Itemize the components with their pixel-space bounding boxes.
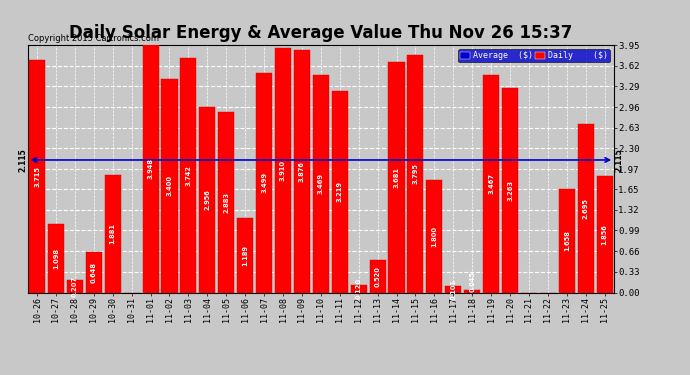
Bar — [407, 55, 424, 292]
Text: 3.263: 3.263 — [507, 180, 513, 201]
Text: 0.045: 0.045 — [469, 271, 475, 292]
Text: 3.467: 3.467 — [488, 173, 494, 194]
Text: 0.120: 0.120 — [355, 278, 362, 299]
Bar — [161, 80, 177, 292]
Bar — [180, 58, 197, 292]
Bar — [275, 48, 291, 292]
Text: 3.876: 3.876 — [299, 160, 305, 182]
Text: 0.101: 0.101 — [451, 279, 456, 300]
Text: 3.681: 3.681 — [393, 166, 400, 188]
Bar — [199, 107, 215, 292]
Text: 3.469: 3.469 — [318, 173, 324, 194]
Text: 3.499: 3.499 — [261, 172, 267, 194]
Bar — [105, 175, 121, 292]
Text: 2.115: 2.115 — [19, 148, 28, 172]
Text: 3.400: 3.400 — [166, 176, 172, 196]
Bar — [29, 60, 45, 292]
Bar — [218, 112, 235, 292]
Text: 2.883: 2.883 — [224, 192, 229, 213]
Text: 3.795: 3.795 — [413, 163, 418, 184]
Bar — [370, 260, 386, 292]
Legend: Average  ($), Daily    ($): Average ($), Daily ($) — [458, 49, 610, 62]
Text: 0.207: 0.207 — [72, 276, 78, 297]
Text: 3.948: 3.948 — [148, 158, 154, 179]
Text: 1.856: 1.856 — [602, 224, 608, 245]
Bar — [67, 279, 83, 292]
Text: 3.742: 3.742 — [186, 165, 191, 186]
Text: 0.520: 0.520 — [375, 266, 381, 286]
Bar — [256, 73, 272, 292]
Bar — [237, 218, 253, 292]
Bar — [578, 124, 594, 292]
Bar — [294, 50, 310, 292]
Bar — [426, 180, 442, 292]
Text: 1.800: 1.800 — [431, 226, 437, 247]
Text: 3.219: 3.219 — [337, 181, 343, 202]
Bar — [351, 285, 366, 292]
Bar — [445, 286, 462, 292]
Text: 1.098: 1.098 — [53, 248, 59, 268]
Bar — [313, 75, 329, 292]
Bar — [388, 62, 404, 292]
Text: 2.115: 2.115 — [614, 148, 623, 172]
Bar — [464, 290, 480, 292]
Text: 1.658: 1.658 — [564, 230, 570, 251]
Text: 2.695: 2.695 — [583, 198, 589, 219]
Text: 0.648: 0.648 — [91, 262, 97, 283]
Text: 3.910: 3.910 — [280, 159, 286, 180]
Text: 1.881: 1.881 — [110, 223, 116, 244]
Bar — [483, 75, 499, 292]
Title: Daily Solar Energy & Average Value Thu Nov 26 15:37: Daily Solar Energy & Average Value Thu N… — [69, 24, 573, 42]
Bar — [502, 88, 518, 292]
Bar — [143, 45, 159, 292]
Text: 1.189: 1.189 — [242, 245, 248, 266]
Bar — [48, 224, 64, 292]
Bar — [332, 91, 348, 292]
Bar — [559, 189, 575, 292]
Text: Copyright 2015 Cartronics.com: Copyright 2015 Cartronics.com — [28, 33, 159, 42]
Bar — [597, 176, 613, 292]
Bar — [86, 252, 102, 292]
Text: 3.715: 3.715 — [34, 166, 40, 186]
Text: 2.956: 2.956 — [204, 189, 210, 210]
